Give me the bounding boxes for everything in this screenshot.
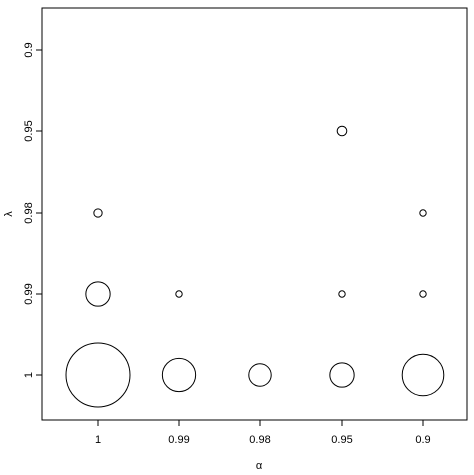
plot-frame	[41, 7, 468, 421]
bubble-point	[248, 363, 272, 387]
bubble-point	[401, 353, 445, 397]
y-tick-label: 0.98	[23, 202, 35, 223]
y-tick-label: 0.99	[23, 283, 35, 304]
y-axis-label: λ	[3, 211, 15, 217]
x-tick-label: 0.98	[249, 434, 270, 446]
bubble-point	[85, 281, 111, 307]
x-tick-label: 0.9	[415, 434, 430, 446]
y-tick-label: 0.9	[23, 42, 35, 57]
x-tick-label: 1	[95, 434, 101, 446]
x-axis: 1 0.99 0.98 0.95 0.9	[95, 420, 431, 446]
bubble-point	[65, 342, 131, 408]
x-axis-label: α	[256, 460, 263, 472]
bubble-point	[419, 290, 427, 298]
bubble-point	[336, 125, 348, 137]
x-tick-label: 0.99	[168, 434, 189, 446]
bubble-point	[419, 209, 427, 217]
bubble-point	[338, 290, 346, 298]
x-tick-label: 0.95	[331, 434, 352, 446]
y-tick-label: 0.95	[23, 120, 35, 141]
bubble-point	[161, 357, 197, 393]
bubble-point	[175, 290, 183, 298]
y-axis: 1 0.99 0.98 0.95 0.9	[23, 42, 42, 378]
bubble-layer	[65, 125, 445, 408]
y-tick-label: 1	[23, 372, 35, 378]
bubble-point	[93, 208, 103, 218]
bubble-point	[329, 362, 355, 388]
